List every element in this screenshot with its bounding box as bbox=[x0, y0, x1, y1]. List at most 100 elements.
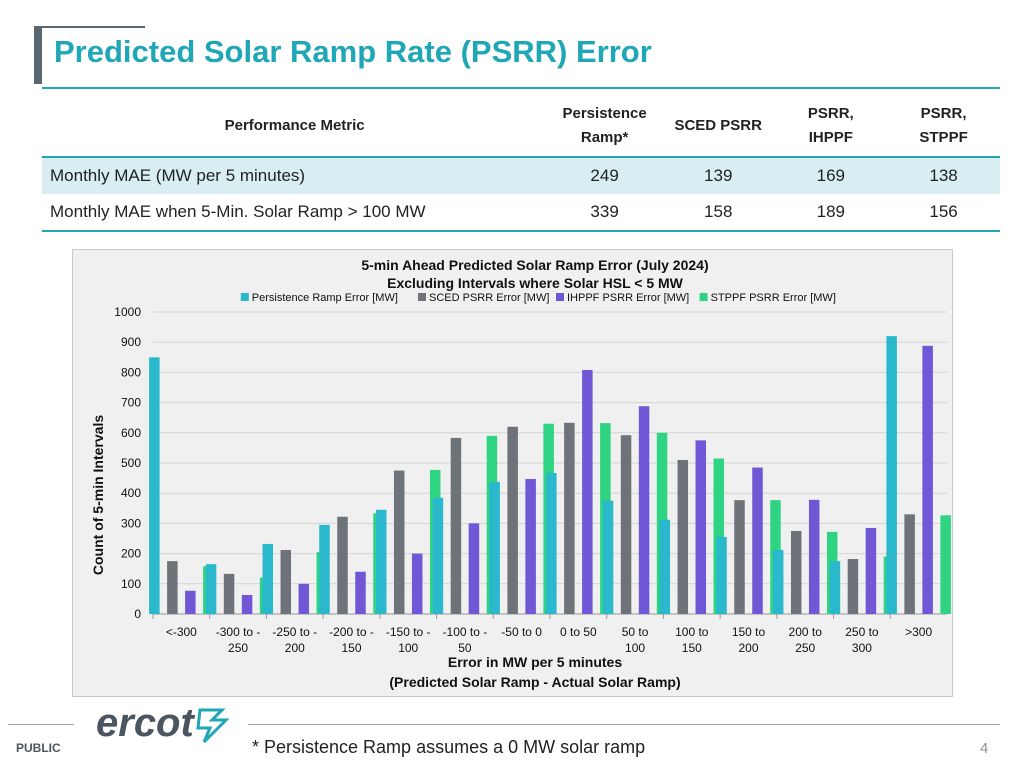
bar bbox=[716, 536, 727, 614]
x-tick-label: 150 bbox=[341, 641, 361, 655]
chart-title-line1: 5-min Ahead Predicted Solar Ramp Error (… bbox=[361, 257, 708, 273]
bar bbox=[355, 571, 366, 614]
x-tick-label: 200 bbox=[285, 641, 305, 655]
bar bbox=[772, 549, 784, 614]
bar bbox=[525, 479, 536, 614]
x-tick-label: 150 bbox=[682, 641, 702, 655]
bar bbox=[602, 500, 614, 614]
public-label: PUBLIC bbox=[16, 741, 61, 755]
bar bbox=[280, 549, 292, 614]
legend-swatch bbox=[556, 293, 564, 301]
cell-stppf: 138 bbox=[887, 157, 1000, 194]
cell-ihppf: 189 bbox=[816, 202, 845, 221]
x-tick-label: 250 bbox=[228, 641, 248, 655]
x-tick-label: 200 to bbox=[789, 625, 823, 639]
x-tick-label: -50 to 0 bbox=[501, 625, 542, 639]
x-axis-ticks: <-300 -300 to - 250 -250 to - 200 -200 to - 15… bbox=[152, 614, 932, 655]
table-header-row: Performance Metric Persistence Ramp* SCE… bbox=[42, 96, 1000, 157]
bar bbox=[546, 472, 557, 614]
legend-swatch bbox=[240, 293, 249, 301]
bar bbox=[167, 561, 178, 614]
chart-container: 5-min Ahead Predicted Solar Ramp Error (… bbox=[72, 249, 953, 697]
legend-label: Persistence Ramp Error [MW] bbox=[252, 292, 398, 304]
legend-label: SCED PSRR Error [MW] bbox=[429, 292, 549, 304]
x-tick-label: 300 bbox=[852, 641, 872, 655]
header-sced-psrr: SCED PSRR bbox=[674, 117, 762, 134]
x-tick-label: -300 to - bbox=[216, 625, 261, 639]
header-psrr-stppf: PSRR, STPPF bbox=[887, 96, 1000, 157]
legend-label: IHPPF PSRR Error [MW] bbox=[567, 292, 689, 304]
x-axis-label-line2: (Predicted Solar Ramp - Actual Solar Ram… bbox=[389, 674, 680, 690]
title-underline bbox=[42, 87, 1000, 89]
bar bbox=[695, 440, 707, 614]
y-tick-label: 1000 bbox=[114, 305, 141, 319]
bar bbox=[489, 482, 500, 614]
header-persistence-ramp: Persistence Ramp* bbox=[547, 96, 662, 157]
x-tick-label: -250 to - bbox=[272, 625, 317, 639]
header-persistence-line1: Persistence bbox=[562, 105, 647, 122]
bar bbox=[319, 524, 330, 614]
bar bbox=[922, 345, 933, 614]
x-tick-label: 50 bbox=[458, 641, 472, 655]
cell-ihppf: 169 bbox=[774, 157, 888, 194]
y-tick-label: 500 bbox=[121, 456, 141, 470]
bar bbox=[262, 543, 274, 614]
bar bbox=[829, 561, 841, 614]
footnote: * Persistence Ramp assumes a 0 MW solar … bbox=[252, 737, 646, 757]
ercot-logo: ercot bbox=[96, 701, 230, 745]
cell-sced: 158 bbox=[704, 202, 733, 221]
y-axis-ticks: 0 100 200 300 400 500 600 700 800 900 1000 bbox=[114, 305, 141, 621]
legend-swatch bbox=[699, 293, 708, 301]
row-label: Monthly MAE (MW per 5 minutes) bbox=[42, 157, 548, 194]
cell-persistence: 339 bbox=[590, 202, 619, 221]
bar bbox=[620, 435, 632, 614]
y-tick-label: 400 bbox=[121, 486, 141, 500]
x-tick-label: 100 bbox=[398, 641, 418, 655]
x-tick-label: -100 to - bbox=[443, 625, 488, 639]
bar bbox=[790, 530, 802, 614]
bar bbox=[432, 497, 444, 614]
cell-persistence: 249 bbox=[547, 157, 662, 194]
ercot-logo-text: ercot bbox=[96, 701, 195, 745]
page-number: 4 bbox=[980, 740, 989, 757]
header-stppf-line1: PSRR, bbox=[920, 105, 967, 122]
bar bbox=[713, 458, 725, 614]
legend-swatch bbox=[418, 293, 426, 301]
x-tick-label: >300 bbox=[905, 625, 932, 639]
performance-metrics-table: Performance Metric Persistence Ramp* SCE… bbox=[42, 96, 1000, 232]
footer-rule-right bbox=[248, 724, 1000, 725]
title-accent-bar bbox=[34, 26, 42, 84]
bar bbox=[659, 519, 671, 614]
cell-sced: 139 bbox=[661, 157, 775, 194]
bar bbox=[337, 516, 348, 614]
bar bbox=[507, 426, 518, 614]
bar bbox=[847, 559, 859, 614]
x-tick-label: <-300 bbox=[166, 625, 197, 639]
title-top-line bbox=[42, 26, 145, 28]
slide-title: Predicted Solar Ramp Rate (PSRR) Error bbox=[54, 34, 652, 69]
bar bbox=[298, 583, 310, 614]
x-tick-label: 50 to bbox=[622, 625, 649, 639]
x-tick-label: 100 to bbox=[675, 625, 709, 639]
y-tick-label: 100 bbox=[121, 577, 141, 591]
bar bbox=[185, 590, 196, 614]
y-tick-label: 300 bbox=[121, 516, 141, 530]
x-tick-label: -150 to - bbox=[386, 625, 431, 639]
bar bbox=[582, 369, 593, 614]
legend-label: STPPF PSRR Error [MW] bbox=[711, 292, 836, 304]
footer-rule-left bbox=[8, 724, 74, 725]
bar bbox=[564, 422, 575, 614]
bar bbox=[450, 437, 462, 614]
bar bbox=[375, 509, 387, 614]
y-tick-label: 800 bbox=[121, 365, 141, 379]
lightning-bolt-icon bbox=[196, 708, 230, 744]
bar bbox=[411, 553, 423, 614]
cell-stppf: 156 bbox=[929, 202, 958, 221]
bar bbox=[241, 594, 253, 614]
y-axis-label: Count of 5-min Intervals bbox=[90, 415, 106, 575]
x-axis-label-line1: Error in MW per 5 minutes bbox=[448, 654, 622, 670]
header-psrr-ihppf: PSRR, IHPPF bbox=[774, 96, 887, 157]
y-tick-label: 700 bbox=[121, 396, 141, 410]
bar bbox=[752, 467, 763, 614]
bar bbox=[734, 500, 745, 614]
